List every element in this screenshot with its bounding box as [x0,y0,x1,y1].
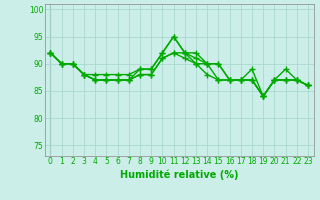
X-axis label: Humidité relative (%): Humidité relative (%) [120,169,238,180]
